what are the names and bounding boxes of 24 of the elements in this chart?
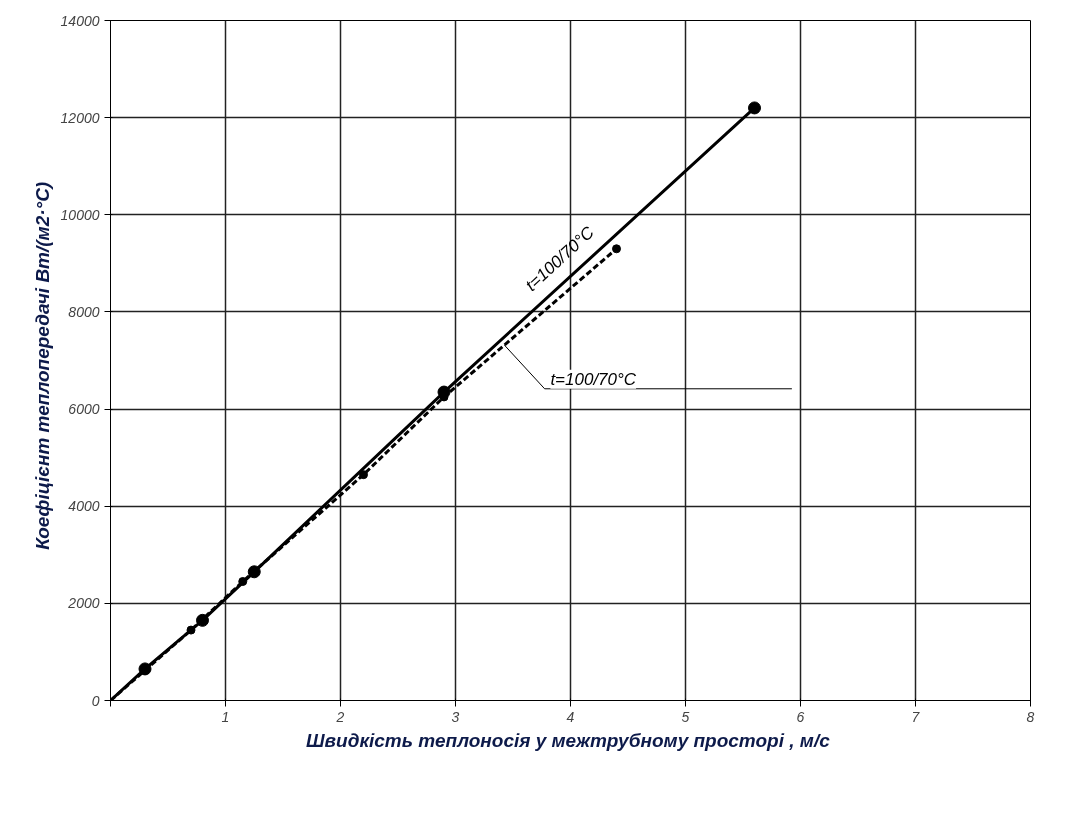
x-tick-label: 2 (335, 708, 345, 725)
x-tick-label: 4 (566, 708, 575, 725)
y-tick-label: 14000 (60, 12, 100, 29)
x-tick-label: 3 (451, 708, 460, 725)
x-tick-label: 6 (796, 708, 805, 725)
y-tick-label: 10000 (60, 206, 100, 223)
y-tick-label: 8000 (68, 303, 100, 320)
y-tick-label: 2000 (67, 595, 100, 612)
y-tick-label: 0 (91, 692, 100, 709)
point (748, 101, 761, 115)
x-tick-label: 8 (1026, 708, 1035, 725)
x-tick-label: 7 (911, 708, 921, 725)
y-tick-label: 12000 (60, 109, 100, 126)
x-tick-label: 5 (681, 708, 690, 725)
y-tick-label: 6000 (68, 401, 100, 418)
x-tick-label: 1 (221, 708, 230, 725)
point (238, 577, 248, 586)
y-tick-label: 4000 (68, 498, 100, 515)
x-axis-title: Швидкість теплоносія у межтрубному просторі , м/с (305, 729, 831, 751)
text: t=100/70°C (550, 369, 637, 389)
point (612, 244, 621, 254)
point (186, 625, 196, 635)
point (359, 470, 368, 480)
y-axis-title: Коефіцієнт теплопередачі Вт/(м2·°С) (31, 181, 53, 550)
